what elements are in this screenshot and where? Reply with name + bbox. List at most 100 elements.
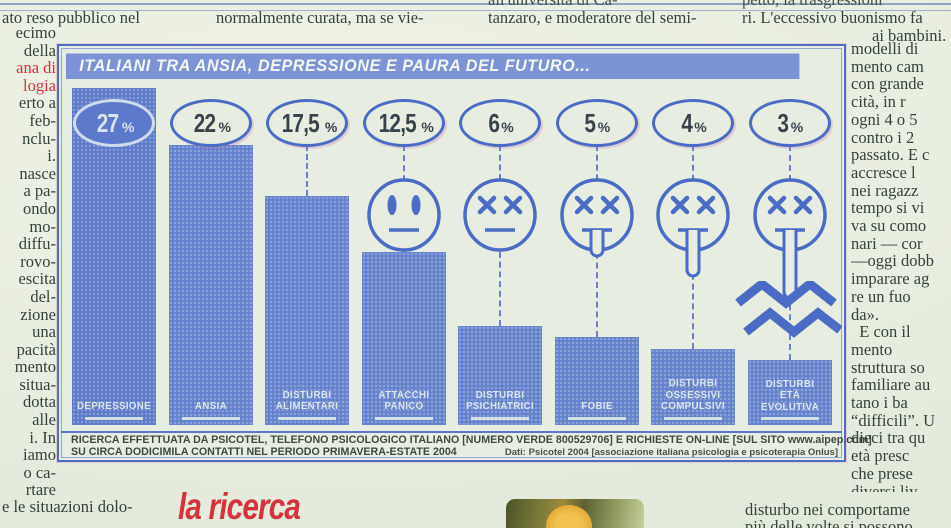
percent-value: 22 (193, 107, 215, 138)
left-text-column: ecimo della ana di logia erto a feb-nclu-i. na… (0, 24, 58, 499)
chart-column: ANSIA 22% (163, 85, 260, 430)
bar-disturbi-psichiatrici: DISTURBI PSICHIATRICI (458, 326, 543, 425)
left-column-line: mento (14, 357, 56, 377)
category-label-line: COMPULSIVI (661, 400, 726, 413)
bar-disturbi-età-evolutiva: DISTURBI ETÀ EVOLUTIVA (747, 360, 832, 425)
left-column-line: nclu- (22, 128, 56, 148)
chart-column: FOBIE 5% (549, 85, 646, 430)
left-column-line: feb- (29, 110, 56, 130)
footer-line2: SU CIRCA DODICIMILA CONTATTI NEL PERIODO… (71, 446, 457, 458)
left-column-line: logia (23, 75, 56, 95)
top-clipped-line-right: petto, la trasgressioni (742, 0, 883, 9)
label-underline (471, 416, 530, 420)
footer-line1: RICERCA EFFETTUATA DA PSICOTEL, TELEFONO… (71, 434, 872, 446)
right-column-line: nari — cor (851, 233, 923, 253)
category-label-line: PANICO (384, 400, 424, 413)
right-column-line: “difficili”. U (851, 410, 935, 430)
infographic-box: ITALIANI TRA ANSIA, DEPRESSIONE E PAURA … (57, 44, 872, 462)
percent-oval: 22% (169, 99, 252, 147)
percent-sign: % (218, 118, 231, 135)
right-bottom-line1: disturbo nei comportame (745, 500, 910, 519)
percent-value: 3 (777, 107, 790, 138)
category-label-line: DEPRESSIONE (77, 400, 152, 413)
percent-value: 17,5 (281, 107, 320, 138)
photo-fragment (506, 499, 644, 528)
label-underline (374, 416, 433, 420)
left-column-line: escita (18, 269, 56, 289)
percent-oval: 12,5% (362, 99, 445, 147)
left-column-line: ana di (16, 58, 56, 78)
left-column-line: a pa- (23, 181, 56, 201)
category-label-line: DISTURBI (282, 388, 332, 401)
left-column-line: rovo- (20, 251, 56, 271)
label-underline (85, 416, 144, 420)
right-column-line: re un fuo (851, 286, 911, 306)
left-column-line: iamo (23, 445, 56, 465)
right-column-line: dieci tra qu (851, 428, 926, 448)
left-column-line: ondo (23, 198, 56, 218)
top-clipped-line-center: all'università di Ca- (488, 0, 617, 9)
panic-face-icon (367, 178, 441, 252)
top-line-right: tanzaro, e moderatore del semi- (488, 8, 697, 27)
percent-value: 6 (488, 107, 500, 138)
left-bottom-line: e le situazioni dolo- (2, 497, 133, 516)
left-column-line: situa- (19, 374, 56, 394)
category-label-line: EVOLUTIVA (760, 400, 819, 413)
label-underline (760, 417, 819, 420)
chart-column: ATTACCHI PANICO 12,5% (356, 85, 453, 430)
label-underline (567, 416, 626, 420)
left-column-line: i. (47, 146, 56, 166)
percent-sign: % (421, 118, 434, 135)
percent-value: 12,5 (378, 107, 416, 138)
top-line2-far-right: ai bambini. (872, 26, 947, 45)
chart-title: ITALIANI TRA ANSIA, DEPRESSIONE E PAURA … (66, 53, 800, 79)
percent-oval: 3% (748, 99, 831, 147)
category-label: FOBIE (558, 401, 635, 413)
right-column-line: tano i ba (851, 393, 908, 413)
bar-ansia: ANSIA (168, 144, 253, 425)
chart-column: DISTURBI PSICHIATRICI 6% (452, 85, 549, 430)
top-line-center: normalmente curata, ma se vie- (216, 8, 424, 27)
right-column-line: mento cam (851, 56, 924, 76)
category-label-line: OSSESSIVI (665, 388, 721, 401)
left-column-line: nasce (19, 163, 56, 183)
right-column-line: da». (851, 304, 879, 324)
right-column-line: con grande (851, 74, 924, 94)
right-column-line: età presc (851, 446, 910, 466)
label-underline (278, 416, 337, 420)
dead-face-icon (463, 178, 537, 252)
left-column-line: della (23, 40, 56, 60)
right-column-line: diversi liv (851, 481, 918, 492)
percent-oval: 4% (652, 99, 735, 147)
right-column-line: va su como (851, 216, 927, 236)
left-column-line: del- (30, 286, 56, 306)
left-column-line: una (32, 322, 56, 342)
left-column-line: alle (32, 410, 56, 430)
category-label-line: DISTURBI (475, 388, 525, 401)
right-column-line: accresce l (851, 162, 916, 182)
connector-line (306, 145, 309, 196)
dead-face-tongue-icon (560, 178, 634, 258)
label-underline (181, 416, 240, 420)
left-column-line: ecimo (15, 23, 56, 42)
left-column-line: zione (20, 304, 56, 324)
waves-icon (735, 281, 842, 338)
category-label-line: ALIMENTARI (275, 400, 339, 413)
percent-sign: % (694, 118, 707, 135)
percent-value: 5 (584, 107, 597, 138)
right-column-line: tempo si vi (851, 198, 925, 218)
bar-fobie: FOBIE (554, 337, 639, 425)
category-label: DISTURBI ALIMENTARI (269, 388, 346, 413)
percent-sign: % (324, 118, 338, 135)
right-column-line: struttura so (851, 357, 925, 377)
chart-column: DISTURBI OSSESSIVI COMPULSIVI 4% (645, 85, 742, 430)
right-column-line: imparare ag (851, 269, 930, 289)
percent-value: 4 (681, 107, 693, 138)
bar-disturbi-ossessivi-compulsivi: DISTURBI OSSESSIVI COMPULSIVI (651, 348, 736, 425)
category-label-line: ETÀ (779, 389, 800, 401)
category-label: DEPRESSIONE (76, 401, 153, 413)
right-column-line: familiare au (851, 375, 931, 395)
section-label-la-ricerca: la ricerca (178, 486, 301, 527)
top-line-far-right: ri. L'eccessivo buonismo fa (742, 8, 923, 27)
left-column-line: dotta (23, 392, 56, 412)
